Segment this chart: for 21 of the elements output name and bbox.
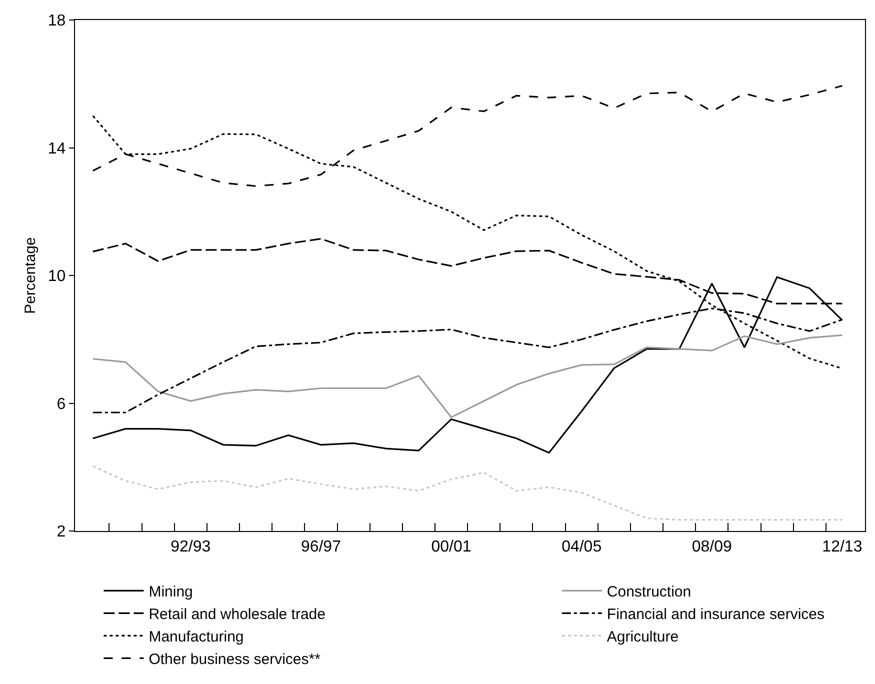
line-series — [92, 334, 843, 418]
legend-label: Manufacturing — [148, 628, 244, 646]
y-tick-label: 2 — [56, 524, 66, 541]
x-tick-label: 00/01 — [431, 538, 472, 556]
x-tick-label: 92/93 — [170, 538, 211, 556]
x-tick-label: 96/97 — [300, 538, 342, 556]
legend-label: Other business services** — [148, 651, 321, 668]
x-tick-label: 04/05 — [562, 538, 602, 556]
legend-label: Financial and insurance services — [606, 606, 825, 624]
legend-label: Retail and wholesale trade — [148, 606, 326, 624]
y-tick-label: 18 — [48, 12, 66, 30]
x-tick-label: 08/09 — [692, 538, 732, 556]
legend-label: Construction — [606, 584, 692, 601]
legend-label: Agriculture — [606, 628, 679, 646]
x-tick-label: 12/13 — [822, 538, 862, 556]
line-series — [92, 465, 843, 521]
y-tick-label: 6 — [56, 396, 66, 413]
y-axis-title: Percentage — [22, 237, 40, 314]
legend-label: Mining — [148, 584, 193, 601]
y-tick-label: 14 — [48, 140, 66, 158]
y-tick-label: 10 — [48, 268, 66, 286]
